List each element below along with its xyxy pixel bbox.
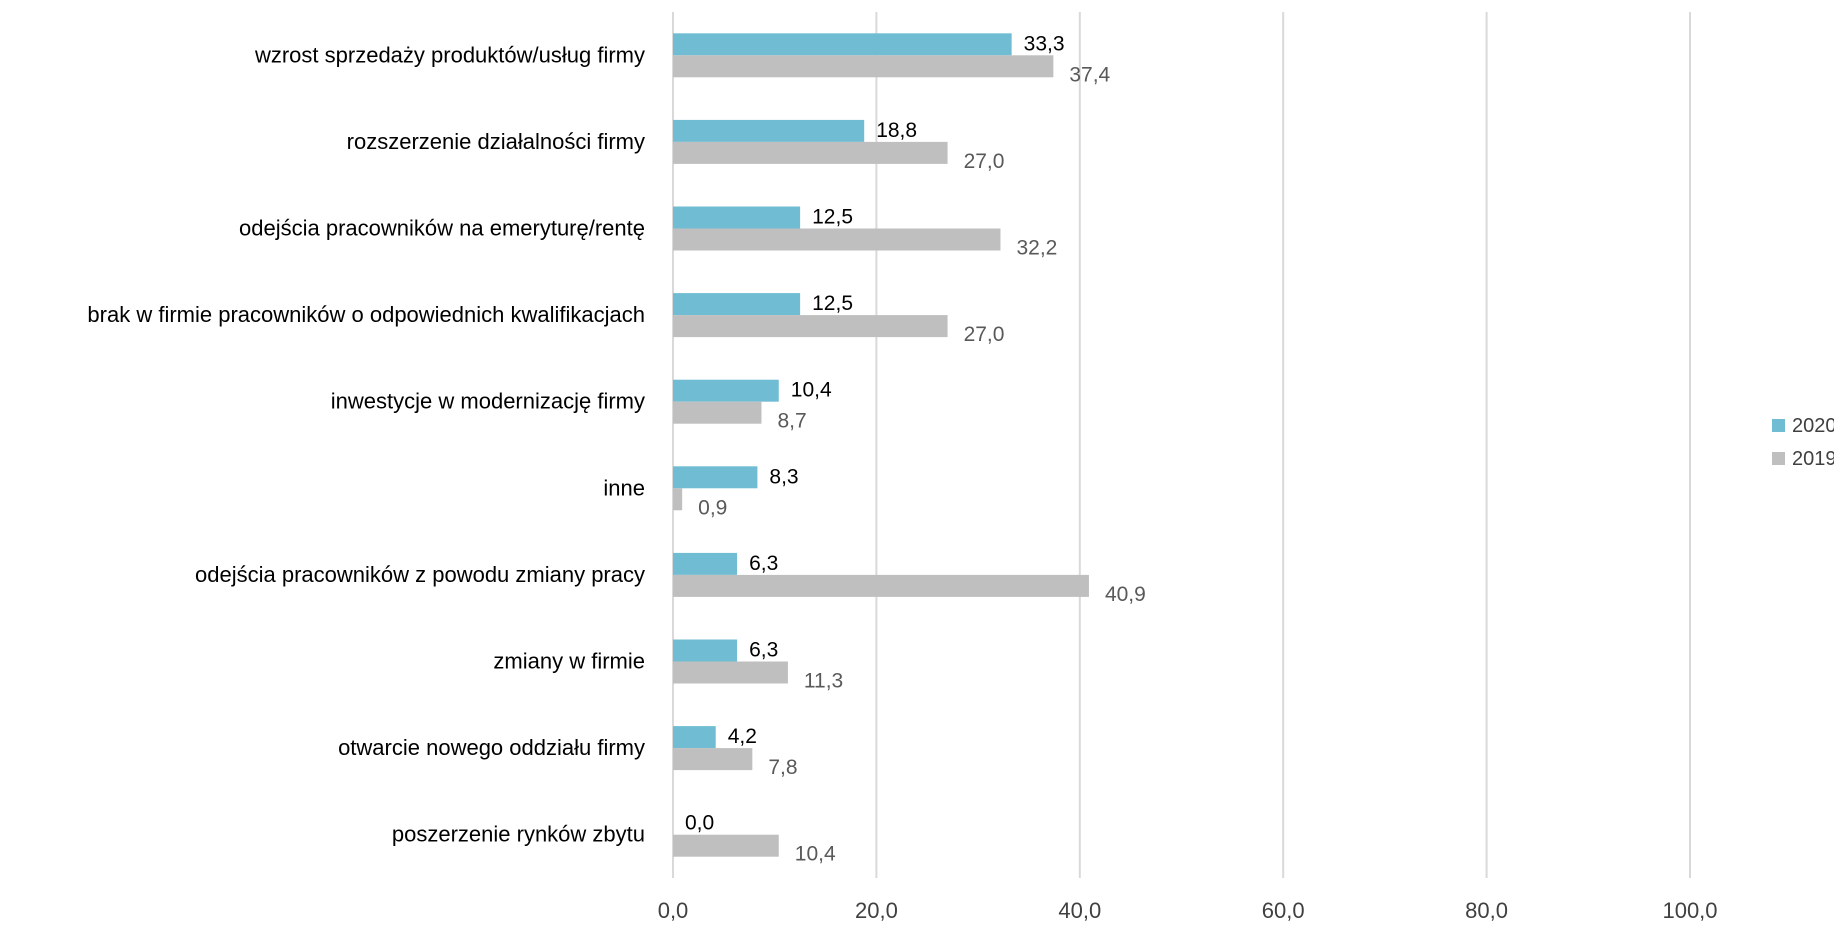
category-label: odejścia pracowników na emeryturę/rentę — [239, 216, 645, 241]
category-label: odejścia pracowników z powodu zmiany pra… — [195, 562, 645, 587]
data-label-2020: 10,4 — [791, 379, 832, 402]
category-label: otwarcie nowego oddziału firmy — [338, 735, 645, 760]
bar-2020 — [673, 33, 1012, 56]
bar-2020 — [673, 466, 758, 489]
category-label: brak w firmie pracowników o odpowiednich… — [87, 302, 645, 327]
bar-2020 — [673, 119, 865, 142]
data-label-2020: 4,2 — [728, 725, 757, 748]
bar-2019 — [673, 401, 762, 424]
data-label-2020: 6,3 — [749, 552, 778, 575]
bar-2019 — [673, 228, 1001, 251]
legend-label-2019: 2019 — [1792, 448, 1834, 470]
legend: 2020 2019 — [1772, 415, 1834, 470]
bar-2019 — [673, 661, 788, 684]
data-label-2019: 0,9 — [698, 496, 727, 519]
x-tick-label: 20,0 — [855, 898, 898, 923]
data-label-2019: 8,7 — [777, 410, 806, 433]
data-label-2019: 11,3 — [804, 670, 843, 693]
data-label-2019: 40,9 — [1105, 583, 1146, 606]
x-tick-label: 0,0 — [658, 898, 689, 923]
data-label-2020: 12,5 — [812, 206, 853, 229]
bar-2020 — [673, 293, 801, 316]
data-label-2019: 7,8 — [768, 756, 797, 779]
legend-label-2020: 2020 — [1792, 415, 1834, 437]
bar-2019 — [673, 574, 1089, 597]
data-label-2019: 32,2 — [1016, 237, 1057, 260]
bar-2019 — [673, 141, 948, 164]
data-label-2020: 0,0 — [685, 812, 714, 835]
category-labels: wzrost sprzedaży produktów/usług firmy ro… — [87, 42, 645, 846]
data-label-2019: 10,4 — [795, 843, 836, 866]
bar-2019 — [673, 488, 683, 511]
category-label: inwestycje w modernizację firmy — [331, 389, 645, 414]
bar-2020 — [673, 379, 779, 402]
data-label-2020: 6,3 — [749, 639, 778, 662]
bar-2019 — [673, 55, 1054, 78]
data-label-2020: 12,5 — [812, 292, 853, 315]
data-label-2019: 27,0 — [964, 323, 1005, 346]
category-label: inne — [603, 475, 645, 500]
legend-swatch-2020 — [1772, 419, 1785, 432]
legend-swatch-2019 — [1772, 452, 1785, 465]
x-tick-label: 40,0 — [1058, 898, 1101, 923]
bar-2020 — [673, 639, 738, 662]
x-tick-label: 80,0 — [1465, 898, 1508, 923]
data-label-2020: 33,3 — [1024, 32, 1065, 55]
data-label-2019: 37,4 — [1069, 63, 1110, 86]
x-axis-tick-labels: 0,0 20,0 40,0 60,0 80,0 100,0 — [658, 898, 1718, 923]
bar-2020 — [673, 206, 801, 229]
category-label: wzrost sprzedaży produktów/usług firmy — [254, 42, 645, 67]
bar-2020 — [673, 552, 738, 575]
x-tick-label: 60,0 — [1262, 898, 1305, 923]
category-label: poszerzenie rynków zbytu — [392, 822, 645, 847]
category-label: rozszerzenie działalności firmy — [347, 129, 645, 154]
bar-2019 — [673, 834, 779, 857]
category-label: zmiany w firmie — [493, 649, 645, 674]
data-label-2019: 27,0 — [964, 150, 1005, 173]
data-label-2020: 18,8 — [876, 119, 917, 142]
bar-2019 — [673, 315, 948, 338]
bar-2020 — [673, 726, 716, 749]
data-label-2020: 8,3 — [769, 465, 798, 488]
data-labels: 33,337,4 18,8 27,0 12,5 32,2 12,5 27,0 10,4 8,7 8… — [685, 32, 1146, 865]
bars — [673, 33, 1089, 857]
x-tick-label: 100,0 — [1662, 898, 1717, 923]
bar-2019 — [673, 748, 753, 771]
